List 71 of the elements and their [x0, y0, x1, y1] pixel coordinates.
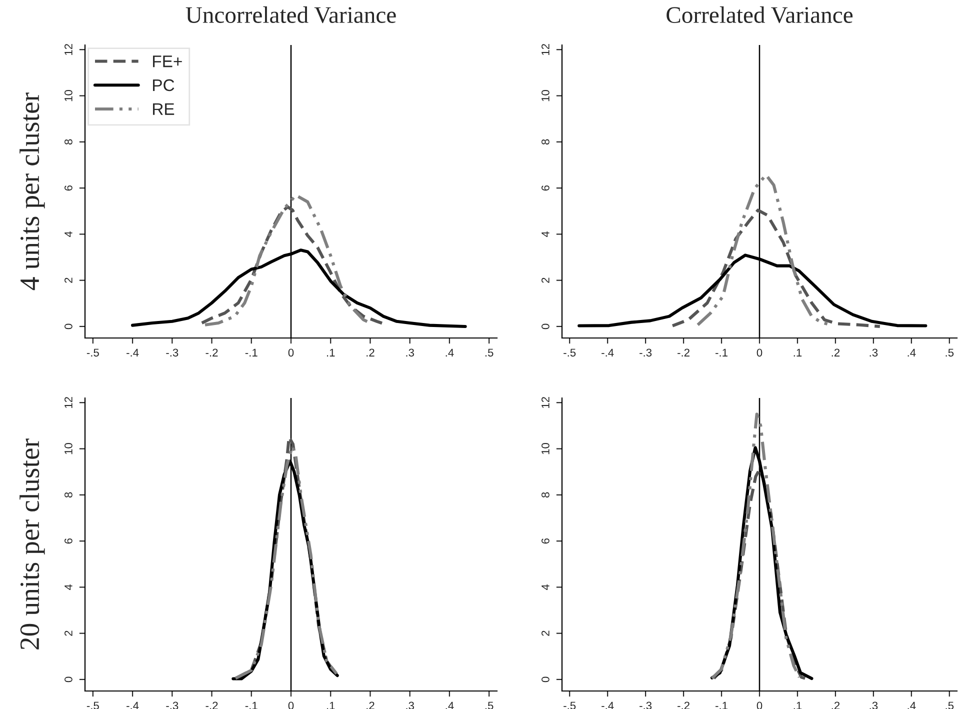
legend-label: RE [153, 103, 174, 115]
x-tick-label: -.1 [716, 348, 728, 356]
x-tick-label: -.2 [678, 348, 690, 356]
y-tick-label: 12 [64, 44, 72, 55]
y-tick-label: 0 [542, 676, 550, 682]
x-tick-label: .1 [794, 348, 802, 356]
x-tick-label: -.1 [716, 702, 728, 709]
chart-title: Correlated Variance [666, 6, 853, 24]
y-tick-label: 12 [542, 396, 550, 408]
y-tick-label: 0 [64, 676, 72, 682]
y-tick-label: 4 [64, 584, 72, 590]
x-tick-label: .4 [908, 348, 916, 356]
y-tick-label: 6 [542, 185, 550, 191]
y-tick-label: 2 [64, 630, 72, 636]
y-tick-label: 12 [64, 396, 72, 408]
x-tick-label: -.4 [126, 702, 139, 709]
y-axis-title: 20 units per cluster [20, 438, 45, 650]
y-tick-label: 6 [64, 185, 72, 191]
y-tick-label: 2 [542, 278, 550, 283]
x-tick-label: -.1 [245, 348, 258, 356]
x-tick-label: .5 [485, 348, 494, 357]
y-tick-label: 4 [64, 231, 72, 238]
x-tick-label: .3 [406, 348, 414, 357]
x-tick-label: -.3 [166, 348, 178, 357]
x-tick-label: -.4 [126, 348, 139, 356]
y-tick-label: 8 [542, 139, 550, 145]
y-tick-label: 10 [542, 443, 550, 454]
line-series [670, 208, 882, 328]
x-tick-label: .2 [366, 702, 374, 709]
chart-title: Uncorrelated Variance [186, 6, 396, 24]
y-tick-label: 2 [64, 278, 72, 283]
y-tick-label: 10 [542, 90, 550, 102]
x-tick-label: -.5 [86, 348, 99, 357]
y-tick-label: 0 [64, 324, 72, 330]
y-tick-label: 10 [64, 443, 72, 454]
y-tick-label: 4 [542, 584, 550, 590]
x-tick-label: -.3 [640, 348, 652, 357]
x-tick-label: .4 [446, 702, 454, 709]
y-tick-label: 8 [542, 492, 550, 498]
x-tick-label: .4 [446, 348, 454, 356]
x-tick-label: -.2 [678, 702, 690, 709]
y-tick-label: 8 [64, 492, 72, 498]
x-tick-label: -.5 [564, 348, 576, 357]
y-tick-label: 6 [542, 538, 550, 544]
y-axis-title: 4 units per cluster [20, 92, 45, 290]
x-tick-label: .2 [366, 348, 374, 356]
legend-label: FE+ [153, 56, 182, 68]
x-tick-label: -.4 [602, 702, 614, 709]
x-tick-label: .2 [832, 348, 840, 356]
x-tick-label: -.2 [206, 348, 218, 356]
x-tick-label: .4 [908, 702, 916, 709]
y-tick-label: 10 [64, 90, 72, 102]
y-tick-label: 12 [542, 44, 550, 55]
legend-label: PC [153, 79, 174, 92]
y-tick-label: 8 [64, 139, 72, 145]
x-tick-label: -.2 [206, 702, 218, 709]
y-tick-label: 6 [64, 538, 72, 544]
x-tick-label: -.4 [602, 348, 614, 356]
line-series [710, 412, 801, 680]
x-tick-label: 0 [288, 348, 294, 357]
x-tick-label: .5 [946, 348, 954, 357]
x-tick-label: .3 [870, 348, 878, 357]
x-tick-label: -.1 [245, 702, 258, 709]
x-tick-label: 0 [756, 348, 762, 357]
x-tick-label: .1 [326, 702, 335, 709]
y-tick-label: 2 [542, 630, 550, 636]
y-tick-label: 0 [542, 324, 550, 330]
x-tick-label: .2 [832, 702, 840, 709]
x-tick-label: .1 [326, 348, 335, 356]
y-tick-label: 4 [542, 231, 550, 238]
x-tick-label: .1 [794, 702, 802, 709]
